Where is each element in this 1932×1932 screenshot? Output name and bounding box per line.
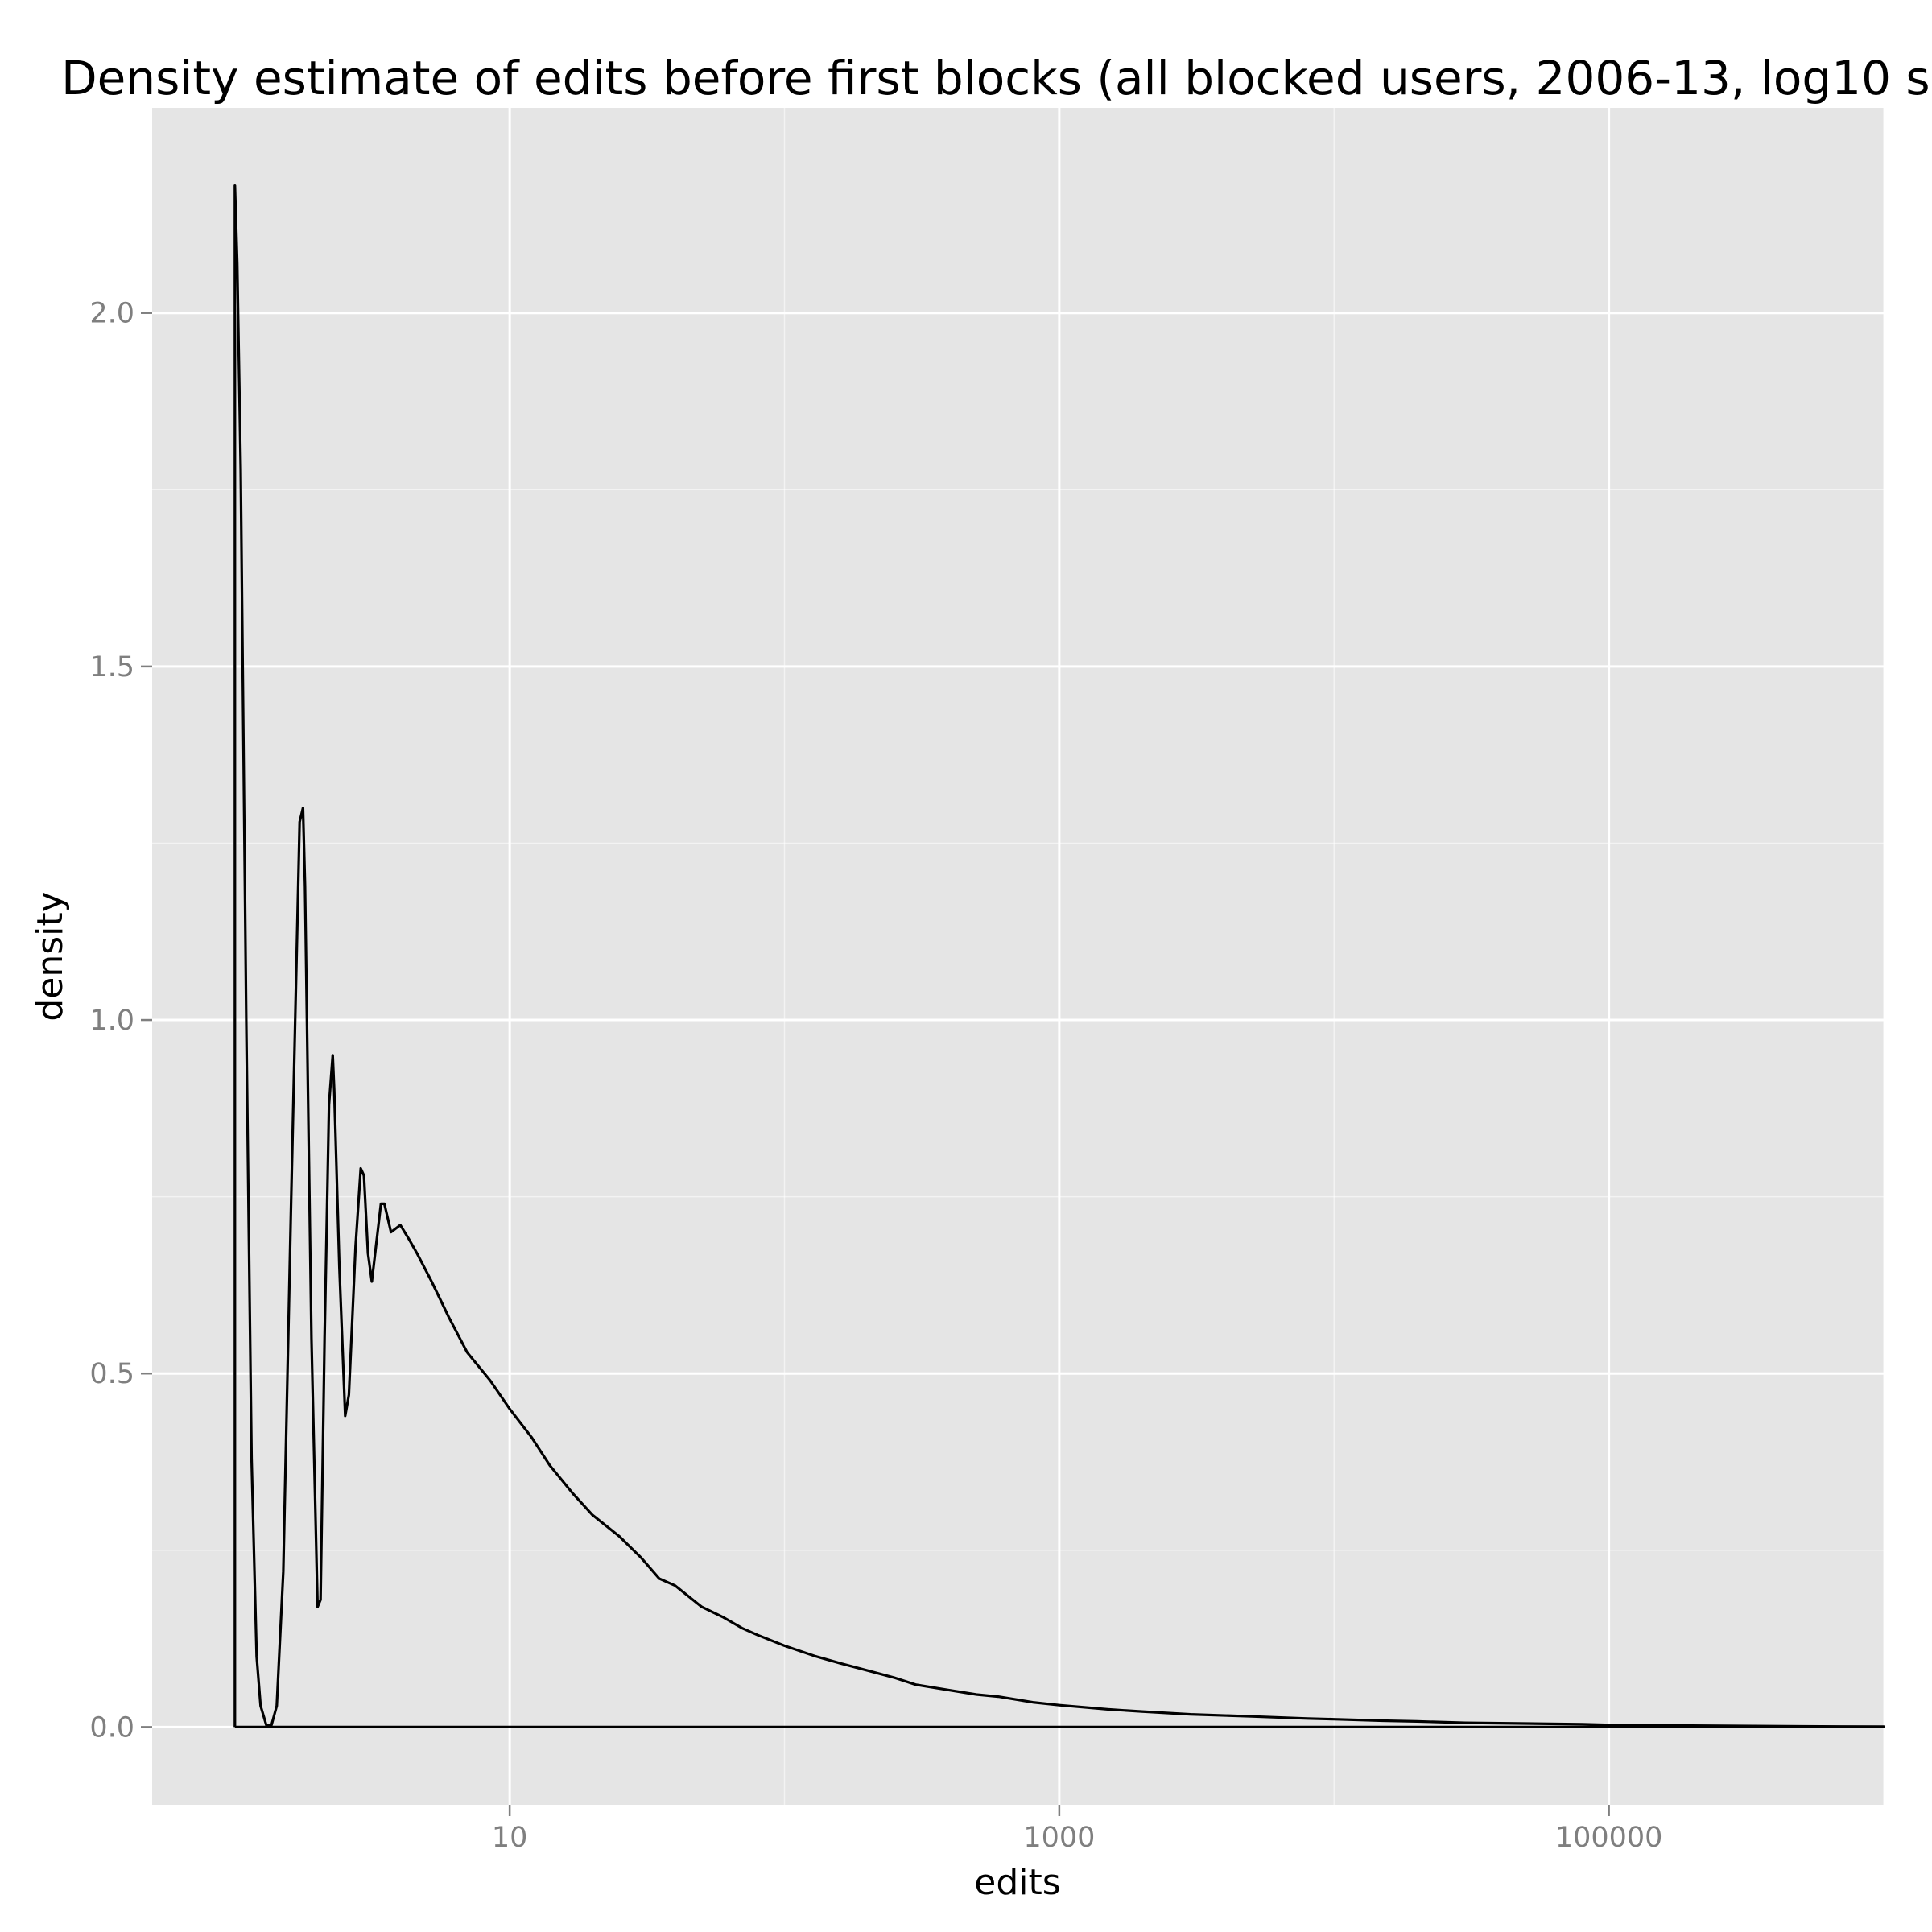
y-axis-title: density bbox=[30, 891, 71, 1021]
y-tick-label: 1.0 bbox=[89, 1005, 134, 1037]
chart-title: Density estimate of edits before first b… bbox=[61, 51, 1932, 105]
plot-panel bbox=[152, 108, 1884, 1805]
x-tick-label: 1000 bbox=[1023, 1822, 1095, 1854]
density-line bbox=[233, 184, 1885, 1728]
minor-grid bbox=[152, 108, 1885, 1805]
y-tick-label: 0.0 bbox=[89, 1711, 134, 1744]
y-axis: 0.0 0.5 1.0 1.5 2.0 bbox=[89, 298, 152, 1744]
x-axis: 10 1000 100000 bbox=[492, 1805, 1663, 1854]
y-tick-label: 2.0 bbox=[89, 298, 134, 330]
y-tick-label: 1.5 bbox=[89, 651, 134, 683]
series-layer bbox=[233, 184, 1885, 1728]
y-tick-label: 0.5 bbox=[89, 1358, 134, 1390]
x-tick-label: 100000 bbox=[1555, 1822, 1663, 1854]
x-axis-title: edits bbox=[974, 1862, 1060, 1903]
x-tick-label: 10 bbox=[492, 1822, 528, 1854]
